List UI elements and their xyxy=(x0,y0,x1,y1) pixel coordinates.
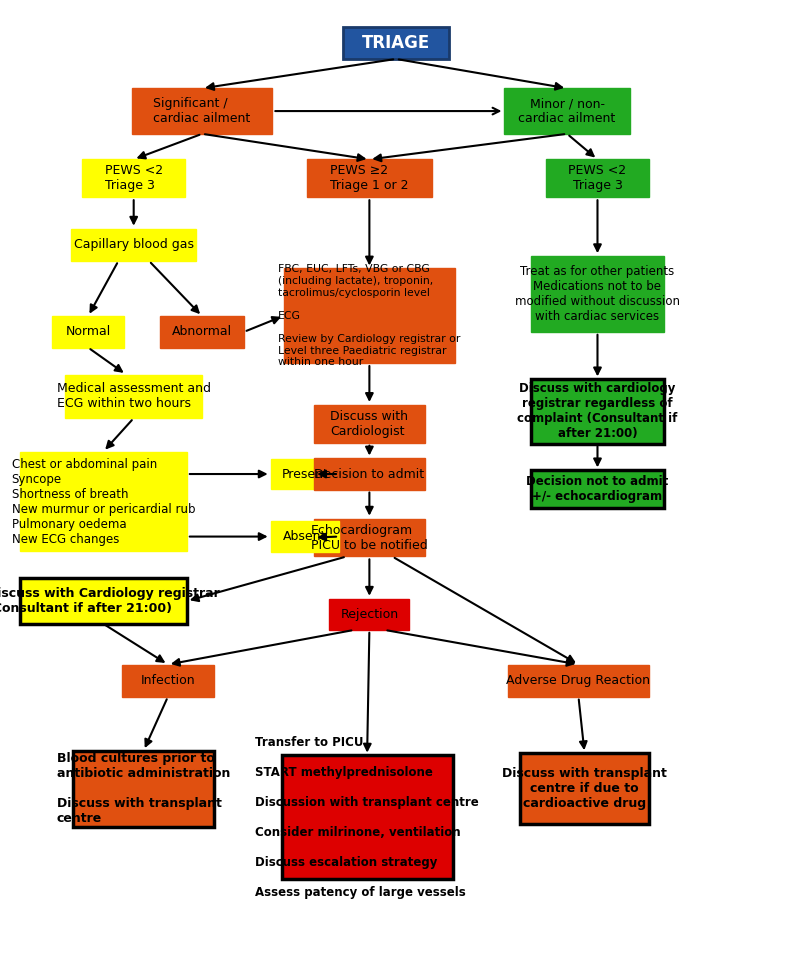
Text: Decision to admit: Decision to admit xyxy=(314,467,425,481)
FancyBboxPatch shape xyxy=(531,379,664,444)
FancyBboxPatch shape xyxy=(131,88,272,133)
Text: Normal: Normal xyxy=(66,325,111,338)
Text: Abnormal: Abnormal xyxy=(172,325,232,338)
Text: FBC, EUC, LFTs, VBG or CBG
(including lactate), troponin,
tacrolimus/cyclosporin: FBC, EUC, LFTs, VBG or CBG (including la… xyxy=(278,264,461,367)
FancyBboxPatch shape xyxy=(505,88,630,133)
Text: Adverse Drug Reaction: Adverse Drug Reaction xyxy=(506,674,650,688)
FancyBboxPatch shape xyxy=(531,470,664,508)
Text: Significant /
cardiac ailment: Significant / cardiac ailment xyxy=(154,97,251,125)
FancyBboxPatch shape xyxy=(271,459,339,489)
Text: Discuss with cardiology
registrar regardless of
complaint (Consultant if
after 2: Discuss with cardiology registrar regard… xyxy=(517,383,678,441)
FancyBboxPatch shape xyxy=(71,228,196,261)
FancyBboxPatch shape xyxy=(122,664,214,696)
Text: PEWS ≥2
Triage 1 or 2: PEWS ≥2 Triage 1 or 2 xyxy=(330,164,409,192)
FancyBboxPatch shape xyxy=(20,578,187,624)
FancyBboxPatch shape xyxy=(343,27,449,59)
Text: Absent: Absent xyxy=(283,530,326,543)
Text: PEWS <2
Triage 3: PEWS <2 Triage 3 xyxy=(569,164,626,192)
FancyBboxPatch shape xyxy=(82,160,185,197)
FancyBboxPatch shape xyxy=(20,452,187,551)
FancyBboxPatch shape xyxy=(546,160,649,197)
Text: Minor / non-
cardiac ailment: Minor / non- cardiac ailment xyxy=(519,97,615,125)
Text: Present: Present xyxy=(281,467,328,481)
Text: PEWS <2
Triage 3: PEWS <2 Triage 3 xyxy=(105,164,162,192)
FancyBboxPatch shape xyxy=(531,256,664,332)
FancyBboxPatch shape xyxy=(307,160,432,197)
Text: Discuss with transplant
centre if due to
cardioactive drug: Discuss with transplant centre if due to… xyxy=(502,767,667,810)
FancyBboxPatch shape xyxy=(282,755,453,879)
Text: Decision not to admit
+/- echocardiogram: Decision not to admit +/- echocardiogram xyxy=(527,475,668,503)
FancyBboxPatch shape xyxy=(52,316,124,347)
Text: Infection: Infection xyxy=(141,674,195,688)
FancyBboxPatch shape xyxy=(65,374,202,418)
FancyBboxPatch shape xyxy=(284,269,455,364)
FancyBboxPatch shape xyxy=(73,750,214,827)
Text: Treat as for other patients
Medications not to be
modified without discussion
wi: Treat as for other patients Medications … xyxy=(515,265,680,323)
Text: Chest or abdominal pain
Syncope
Shortness of breath
New murmur or pericardial ru: Chest or abdominal pain Syncope Shortnes… xyxy=(12,457,195,545)
FancyBboxPatch shape xyxy=(314,518,425,556)
Text: Discuss with
Cardiologist: Discuss with Cardiologist xyxy=(330,410,409,438)
Text: Transfer to PICU

START methylprednisolone

Discussion with transplant centre

C: Transfer to PICU START methylprednisolon… xyxy=(255,736,479,898)
Text: Discuss with Cardiology registrar
(Consultant if after 21:00): Discuss with Cardiology registrar (Consu… xyxy=(0,587,219,615)
FancyBboxPatch shape xyxy=(508,664,649,696)
FancyBboxPatch shape xyxy=(314,458,425,489)
FancyBboxPatch shape xyxy=(520,753,649,824)
Text: Echocardiogram
PICU to be notified: Echocardiogram PICU to be notified xyxy=(311,523,428,551)
FancyBboxPatch shape xyxy=(271,521,339,552)
FancyBboxPatch shape xyxy=(160,316,244,347)
Text: Medical assessment and
ECG within two hours: Medical assessment and ECG within two ho… xyxy=(57,382,211,410)
FancyBboxPatch shape xyxy=(314,405,425,443)
Text: TRIAGE: TRIAGE xyxy=(362,34,430,52)
Text: Capillary blood gas: Capillary blood gas xyxy=(74,238,194,251)
Text: Blood cultures prior to
antibiotic administration

Discuss with transplant
centr: Blood cultures prior to antibiotic admin… xyxy=(57,752,230,825)
Text: Rejection: Rejection xyxy=(341,608,398,621)
FancyBboxPatch shape xyxy=(329,599,409,630)
